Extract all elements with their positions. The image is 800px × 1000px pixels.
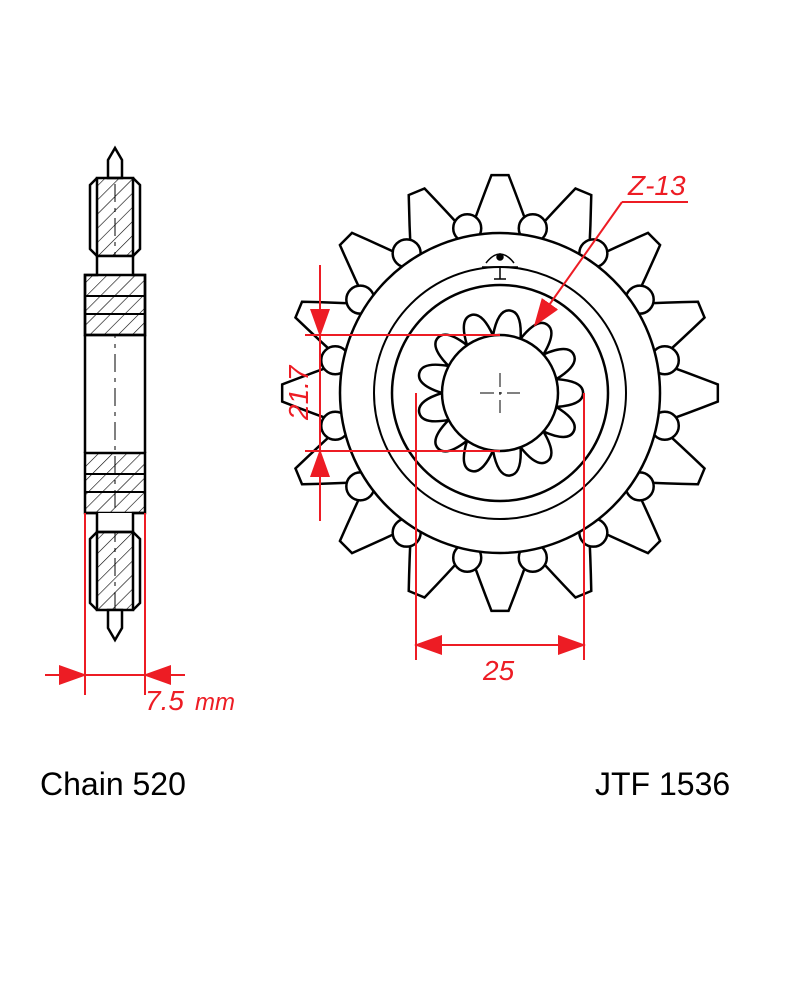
outer-spline-value: 25	[482, 655, 515, 686]
technical-drawing: 7.5 mm 21.7	[0, 0, 800, 1000]
side-view: 7.5 mm	[45, 148, 235, 716]
thickness-unit: mm	[195, 689, 235, 716]
part-number: JTF 1536	[595, 766, 730, 802]
front-view	[282, 175, 718, 611]
chain-label: Chain 520	[40, 766, 186, 802]
thickness-value: 7.5	[145, 685, 184, 716]
inner-diameter-value: 21.7	[283, 364, 314, 421]
callout-value: Z-13	[627, 170, 686, 201]
